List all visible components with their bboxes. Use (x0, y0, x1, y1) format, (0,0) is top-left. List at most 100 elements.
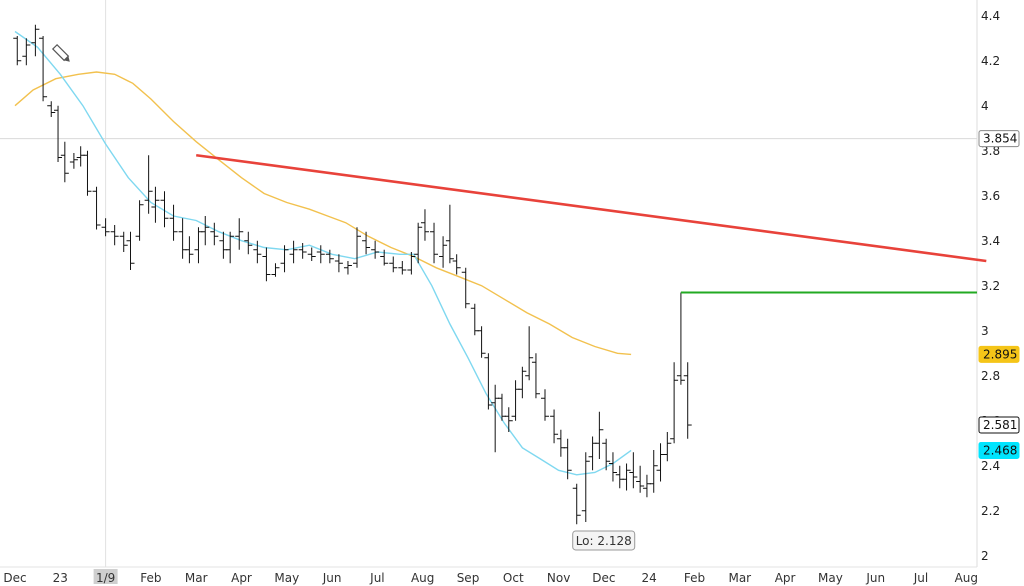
ohlc-bar (649, 450, 658, 493)
moving-average-slow-line (14, 71, 632, 356)
pencil-icon[interactable] (51, 43, 72, 64)
ohlc-bar (362, 231, 371, 255)
ohlc-bar (31, 24, 40, 57)
price-badge-label: 3.854 (983, 132, 1017, 146)
ohlc-bar (226, 231, 235, 264)
x-tick-label: Jun (865, 571, 885, 585)
ohlc-bar (160, 191, 169, 228)
ohlc-bar (119, 231, 128, 252)
ohlc-bar (316, 245, 325, 264)
x-tick-label: Jul (369, 571, 384, 585)
price-badge (978, 441, 1020, 459)
ohlc-bar (253, 240, 262, 264)
ohlc-bar (461, 267, 470, 309)
date-axis: Dec 23 1/9 Feb Mar Apr May Jun Jul Aug Sep Oct Nov De… (3, 569, 978, 585)
y-tick-label: 4.2 (981, 54, 1000, 68)
x-tick-label: Jul (913, 571, 928, 585)
ohlc-bar (92, 186, 101, 230)
ohlc-bar (670, 362, 679, 444)
ohlc-bar (683, 362, 692, 439)
ohlc-bar (325, 249, 334, 264)
x-tick-label: Aug (955, 571, 978, 585)
ohlc-bar (581, 452, 590, 522)
ohlc-bar (54, 105, 63, 162)
x-tick-label: May (818, 571, 843, 585)
ohlc-bar (298, 243, 307, 259)
ohlc-bar (262, 247, 271, 282)
ohlc-bar (602, 438, 611, 471)
ohlc-bar (185, 236, 194, 264)
ohlc-bar (608, 452, 617, 482)
ohlc-bar (525, 326, 534, 381)
ohlc-bar (151, 186, 160, 223)
ohlc-bars (13, 24, 692, 525)
ohlc-bar (343, 261, 352, 275)
ohlc-bar (445, 204, 454, 264)
ohlc-bar (420, 209, 429, 241)
price-badge (978, 130, 1020, 148)
low-annotation: Lo: 2.128 (572, 530, 636, 551)
crosshair (0, 0, 977, 567)
ohlc-bar (622, 463, 631, 491)
ohlc-bar (144, 155, 153, 214)
x-tick-label: Nov (547, 571, 570, 585)
ohlc-bar (518, 366, 527, 399)
x-tick-label: Oct (503, 571, 524, 585)
ohlc-bar (663, 432, 672, 462)
ohlc-bar (201, 216, 210, 246)
y-tick-label: 3.8 (981, 144, 1000, 158)
ohlc-bar (22, 38, 31, 66)
ohlc-bar (289, 240, 298, 264)
y-tick-label: 3.6 (981, 189, 1000, 203)
price-badge-label: 2.468 (983, 443, 1017, 457)
ohlc-bar (101, 218, 110, 237)
ohlc-bar (353, 227, 362, 268)
x-tick-label: Jun (322, 571, 342, 585)
ohlc-bar (389, 256, 398, 273)
x-tick-label: Mar (728, 571, 751, 585)
y-tick-label: 3.2 (981, 279, 1000, 293)
x-tick-label: 23 (53, 571, 68, 585)
ohlc-bar (235, 218, 244, 250)
x-tick-label: Apr (231, 571, 252, 585)
y-tick-label: 2.2 (981, 504, 1000, 518)
ohlc-bar (629, 452, 638, 489)
ohlc-bar (563, 438, 572, 480)
moving-average-fast-line (14, 30, 632, 476)
x-tick-label: Sep (457, 571, 480, 585)
ohlc-bar (504, 407, 513, 432)
ohlc-bar (13, 36, 22, 66)
x-tick-label: Apr (775, 571, 796, 585)
ohlc-bar (307, 247, 316, 261)
ohlc-bar (407, 252, 416, 275)
low-annotation-box (572, 530, 636, 551)
moving-averages (14, 30, 632, 476)
ohlc-bar (595, 411, 604, 459)
x-tick-label: Feb (140, 571, 161, 585)
resistance-trendline (196, 153, 987, 263)
ohlc-bar (60, 141, 69, 183)
x-tick-label: 1/9 (96, 571, 115, 585)
ohlc-bar (83, 150, 92, 196)
y-tick-label: 2.4 (981, 459, 1000, 473)
ohlc-bar (477, 326, 486, 358)
ohlc-bar (414, 222, 423, 264)
ohlc-bar (572, 483, 581, 525)
ohlc-bar (110, 225, 119, 246)
x-tick-label: Mar (185, 571, 208, 585)
y-tick-label: 4.4 (981, 9, 1000, 23)
y-tick-label: 3 (981, 324, 989, 338)
ohlc-bar (271, 263, 280, 277)
ohlc-bar (169, 204, 178, 241)
ohlc-bar (47, 101, 56, 117)
x-tick-label: Aug (411, 571, 434, 585)
ohlc-bar (541, 389, 550, 421)
x-tick-label: Dec (3, 571, 26, 585)
ohlc-bar (39, 36, 48, 102)
ohlc-bar (439, 236, 448, 268)
y-tick-label: 3.4 (981, 234, 1000, 248)
drawn-lines[interactable] (196, 153, 987, 294)
ohlc-bar (380, 249, 389, 266)
y-tick-label: 2 (981, 549, 989, 563)
